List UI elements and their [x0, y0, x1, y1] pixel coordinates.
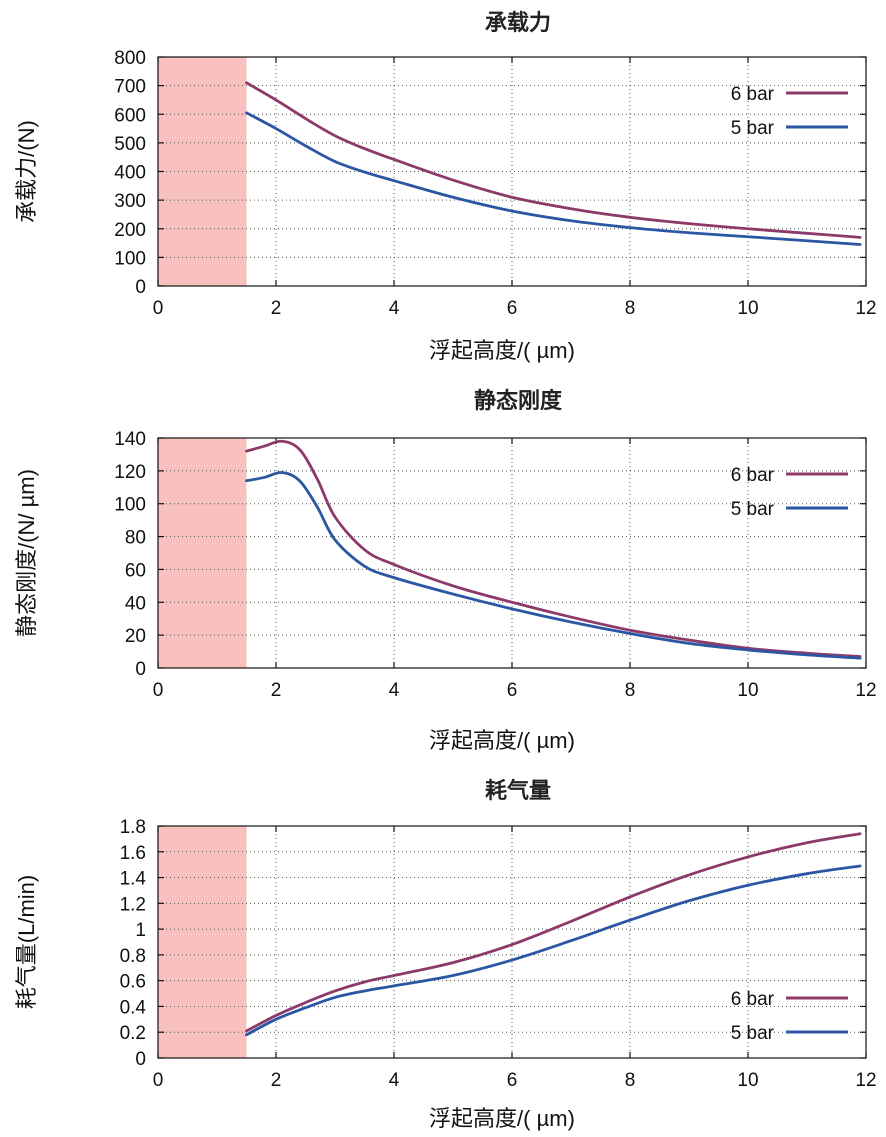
x-tick-label: 12	[855, 1070, 876, 1091]
x-axis-label: 浮起高度/( µm)	[429, 338, 575, 363]
x-tick-label: 6	[507, 1070, 518, 1091]
y-tick-label: 0.2	[120, 1023, 146, 1044]
shaded-region	[158, 826, 247, 1058]
x-axis-label: 浮起高度/( µm)	[429, 728, 575, 753]
chart-title: 静态刚度	[474, 388, 563, 413]
legend-label: 5 bar	[731, 499, 775, 520]
x-tick-label: 10	[737, 1070, 758, 1091]
x-tick-label: 8	[625, 1070, 636, 1091]
x-tick-label: 10	[737, 680, 758, 701]
y-tick-label: 20	[125, 626, 146, 647]
y-tick-label: 1.2	[120, 894, 146, 915]
y-tick-label: 700	[114, 77, 146, 98]
series-line-1	[245, 471, 862, 660]
x-tick-label: 6	[507, 298, 518, 319]
y-tick-label: 100	[114, 495, 146, 516]
y-tick-label: 400	[114, 163, 146, 184]
y-tick-label: 1.4	[120, 869, 147, 890]
y-tick-label: 100	[114, 248, 146, 269]
y-tick-label: 300	[114, 191, 146, 212]
y-tick-label: 200	[114, 220, 146, 241]
chart-title: 承载力	[485, 10, 551, 35]
x-tick-label: 4	[389, 1070, 400, 1091]
series-line-0	[245, 439, 862, 658]
legend-label: 6 bar	[731, 465, 775, 486]
x-tick-label: 2	[271, 680, 282, 701]
y-tick-label: 0.8	[120, 946, 146, 967]
x-tick-label: 0	[153, 680, 164, 701]
series-line-0	[245, 832, 862, 1033]
legend-label: 5 bar	[731, 1023, 775, 1044]
y-tick-label: 0.6	[120, 972, 146, 993]
y-tick-label: 0.4	[120, 997, 147, 1018]
x-tick-label: 0	[153, 1070, 164, 1091]
chart-title: 耗气量	[485, 778, 551, 803]
x-tick-label: 12	[855, 298, 876, 319]
y-tick-label: 120	[114, 462, 146, 483]
x-tick-label: 12	[855, 680, 876, 701]
y-tick-label: 0	[135, 659, 146, 680]
y-tick-label: 600	[114, 105, 146, 126]
y-tick-label: 1	[135, 920, 146, 941]
x-tick-label: 8	[625, 298, 636, 319]
series-line-1	[245, 864, 862, 1037]
x-tick-label: 6	[507, 680, 518, 701]
x-tick-label: 8	[625, 680, 636, 701]
series-line-0	[245, 81, 862, 239]
y-axis-label: 承载力/(N)	[14, 120, 39, 223]
legend-label: 6 bar	[731, 989, 775, 1010]
x-tick-label: 4	[389, 298, 400, 319]
y-tick-label: 60	[125, 560, 146, 581]
series-line-1	[245, 111, 862, 246]
y-tick-label: 40	[125, 593, 146, 614]
legend-label: 5 bar	[731, 118, 775, 139]
y-tick-label: 140	[114, 429, 146, 450]
y-tick-label: 80	[125, 528, 146, 549]
air-consumption-chart: 0 2 4 6 8 10 12 0 0.2 0.4 0.6 0.8 1 1.2 1.4 1.6 1.8 耗气量浮起…	[14, 778, 877, 1131]
legend-label: 6 bar	[731, 84, 775, 105]
y-tick-label: 800	[114, 48, 146, 69]
y-tick-label: 1.8	[120, 817, 146, 838]
x-tick-label: 10	[737, 298, 758, 319]
y-tick-label: 500	[114, 134, 146, 155]
shaded-region	[158, 438, 247, 668]
x-tick-label: 4	[389, 680, 400, 701]
x-tick-label: 2	[271, 298, 282, 319]
load-capacity-chart: 0 2 4 6 8 10 12 0 100 200 300 400 500 600 700 800 承载力浮起高…	[14, 10, 877, 363]
y-axis-label: 静态刚度/(N/ µm)	[14, 469, 39, 637]
y-axis-label: 耗气量(L/min)	[14, 875, 39, 1009]
x-tick-label: 0	[153, 298, 164, 319]
y-tick-label: 0	[135, 1049, 146, 1070]
y-tick-label: 1.6	[120, 843, 146, 864]
y-tick-label: 0	[135, 277, 146, 298]
x-axis-label: 浮起高度/( µm)	[429, 1106, 575, 1131]
x-tick-label: 2	[271, 1070, 282, 1091]
